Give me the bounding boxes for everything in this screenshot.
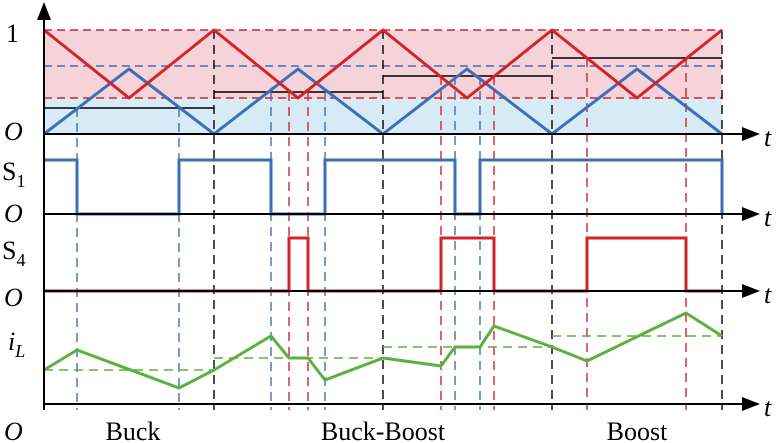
s4-main-text: S bbox=[2, 236, 16, 265]
s1-signal-label: S1 bbox=[2, 157, 25, 191]
origin-label: O bbox=[4, 417, 23, 443]
s4-switching-signal bbox=[44, 236, 722, 293]
vertical-axis-arrowhead bbox=[37, 2, 51, 20]
carrier-axis-arrowhead bbox=[742, 127, 760, 141]
inductor-current-waveform bbox=[43, 311, 723, 390]
axes bbox=[43, 14, 744, 410]
time-axis-label: t bbox=[764, 123, 772, 152]
carrier-max-label: 1 bbox=[6, 19, 19, 48]
s4-subscript: 4 bbox=[16, 250, 25, 270]
reference-level-segments bbox=[44, 57, 722, 109]
origin-label: O bbox=[4, 199, 23, 228]
current-subscript: L bbox=[14, 341, 25, 361]
s4-axis-arrowhead bbox=[742, 284, 760, 298]
mode-label-buck: Buck bbox=[106, 417, 161, 443]
s1-subscript: 1 bbox=[16, 171, 25, 191]
red-triangular-carrier bbox=[43, 28, 723, 100]
time-axis-label: t bbox=[764, 203, 772, 232]
s4-signal-label: S4 bbox=[2, 236, 25, 270]
s1-main-text: S bbox=[2, 157, 16, 186]
current-axis-arrowhead bbox=[742, 397, 760, 411]
inductor-current-label: iL bbox=[8, 327, 25, 361]
mode-label-boost: Boost bbox=[607, 417, 668, 443]
s1-axis-arrowhead bbox=[742, 207, 760, 221]
time-axis-label: t bbox=[764, 393, 772, 422]
time-axis-label: t bbox=[764, 280, 772, 309]
origin-label: O bbox=[4, 117, 23, 146]
mode-label-buck-boost: Buck-Boost bbox=[321, 417, 446, 443]
current-main-text: i bbox=[8, 327, 15, 356]
axis-arrowheads bbox=[37, 2, 760, 411]
origin-label: O bbox=[4, 283, 23, 312]
